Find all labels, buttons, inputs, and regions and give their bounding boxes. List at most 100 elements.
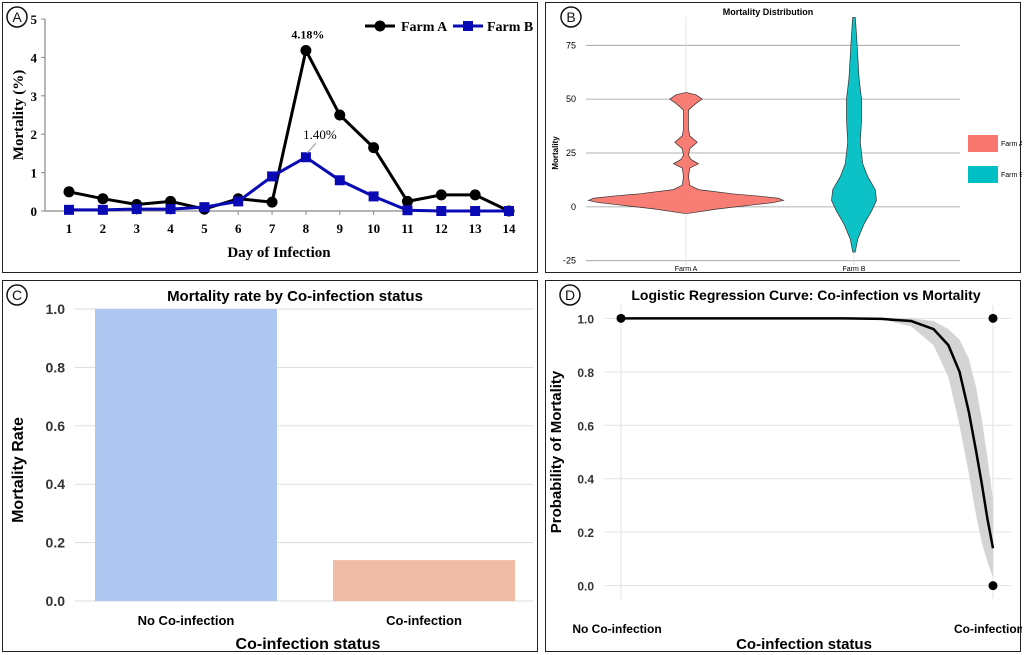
y-tick-label: 3 [31,89,38,104]
y-tick-label: 1.0 [577,312,594,326]
data-label: 1.40% [303,127,337,142]
y-tick-label: 2 [31,127,38,142]
y-tick-label: 1.0 [46,301,66,317]
chart-d-svg: D Logistic Regression Curve: Co-infection… [548,284,1022,653]
data-point-farm-b [300,152,311,163]
legend-label-farm-b: Farm B [487,20,533,35]
x-tick-label: 1 [66,221,73,236]
data-point-farm-a [97,193,109,205]
bar-no-co-infection [95,309,277,601]
panel-letter-circle [559,284,581,306]
legend-label-farm-a: Farm A [1001,141,1022,148]
y-tick-label: 0.2 [577,526,594,540]
chart-title: Logistic Regression Curve: Co-infection … [631,287,980,303]
y-axis-label: Mortality Rate [10,417,27,523]
x-tick-label: 13 [469,221,483,236]
x-tick-label: 3 [133,221,140,236]
y-tick-label: 0.0 [577,580,594,594]
y-tick-label: 50 [566,94,576,104]
data-point-farm-a [401,195,413,207]
x-tick-label: 7 [269,221,276,236]
x-tick-label: 9 [337,221,344,236]
chart-title: Mortality Distribution [723,7,814,17]
y-tick-label: 0.4 [577,473,594,487]
data-point-farm-b [97,204,108,215]
y-tick-label: 4 [31,50,38,65]
y-tick-label: 0.0 [46,593,66,609]
panel-b: B Mortality Distribution -25 0 25 50 75 Mortali… [545,2,1022,273]
logistic-curve [621,317,995,549]
panel-letter-d: D [565,287,575,303]
y-tick-label: 0.2 [46,535,66,551]
x-tick-label: Co-infection [954,622,1022,636]
data-point-farm-a [300,44,312,56]
legend-swatch-farm-a [968,135,998,152]
panel-d: D Logistic Regression Curve: Co-infection… [545,280,1022,653]
x-tick-label: 11 [401,221,413,236]
annotation-leader [306,142,317,154]
data-point-farm-b [470,206,481,216]
x-tick-label: 5 [201,221,208,236]
data-point-farm-b [233,196,244,207]
y-tick-label: 75 [566,40,576,50]
panel-letter-circle [6,284,28,306]
y-tick-label: 0.6 [577,419,594,433]
series-line-farm-b [69,155,509,213]
panel-letter-b: B [566,9,575,25]
data-point-farm-b [402,205,413,216]
legend-swatch-farm-b [968,166,998,183]
x-axis-label: Co-infection status [736,636,872,653]
panel-c: C Mortality rate by Co-infection status 0.… [2,280,538,653]
data-point-farm-a [435,189,447,201]
confidence-band [621,318,993,578]
legend-label-farm-b: Farm B [1001,172,1022,179]
y-axis-label: Mortality [551,136,560,170]
y-axis-label: Mortality (%) [11,70,27,160]
x-tick-label: No Co-infection [572,622,661,636]
data-point-farm-b [334,175,345,186]
data-point-farm-b [165,204,176,215]
panel-letter-a: A [12,9,22,25]
legend-label-farm-a: Farm A [401,20,448,35]
y-tick-label: 25 [566,148,576,158]
data-point-farm-a [368,142,380,154]
chart-title: Mortality rate by Co-infection status [167,288,423,305]
data-point [988,581,998,591]
x-tick-label: 2 [100,221,107,236]
data-point-farm-a [334,109,346,121]
data-point-farm-b [64,204,74,215]
y-tick-label: 0.8 [46,359,66,375]
x-axis-label: Day of Infection [227,245,331,261]
x-tick-label: 6 [235,221,242,236]
y-axis-label: Probability of Mortality [548,370,565,533]
chart-c-svg: C Mortality rate by Co-infection status 0.… [6,284,533,653]
data-point-farm-b [368,191,379,202]
y-tick-label: 5 [31,12,38,27]
legend-marker-farm-b [463,21,473,31]
violin-farm-b [831,16,877,253]
y-tick-label: 0 [571,202,576,212]
x-tick-label: Farm A [675,266,698,273]
data-point-farm-b [267,171,278,182]
x-tick-label: 12 [435,221,448,236]
panel-letter-circle [6,6,28,28]
panel-a: A 0 1 2 3 4 5 1 2 3 4 5 6 7 8 9 10 11 12 13 14 Day of Infecti… [2,2,538,273]
y-tick-label: 0.8 [577,366,594,380]
data-point [616,313,626,323]
violin-farm-a [587,92,785,214]
y-tick-label: 0.6 [46,418,66,434]
data-point-farm-a [469,189,481,201]
data-point-farm-b [199,202,210,213]
bar-co-infection [333,560,515,601]
x-tick-label: No Co-infection [138,613,235,628]
x-axis-label: Co-infection status [236,636,381,653]
y-tick-label: 1 [31,166,38,181]
legend-marker-farm-a [374,20,386,32]
data-point-farm-b [131,204,142,215]
y-tick-label: 0.4 [46,476,66,492]
x-tick-label: Co-infection [386,613,462,628]
data-label: 4.18% [291,27,324,41]
x-tick-label: 4 [167,221,174,236]
y-tick-label: 0 [31,204,38,219]
